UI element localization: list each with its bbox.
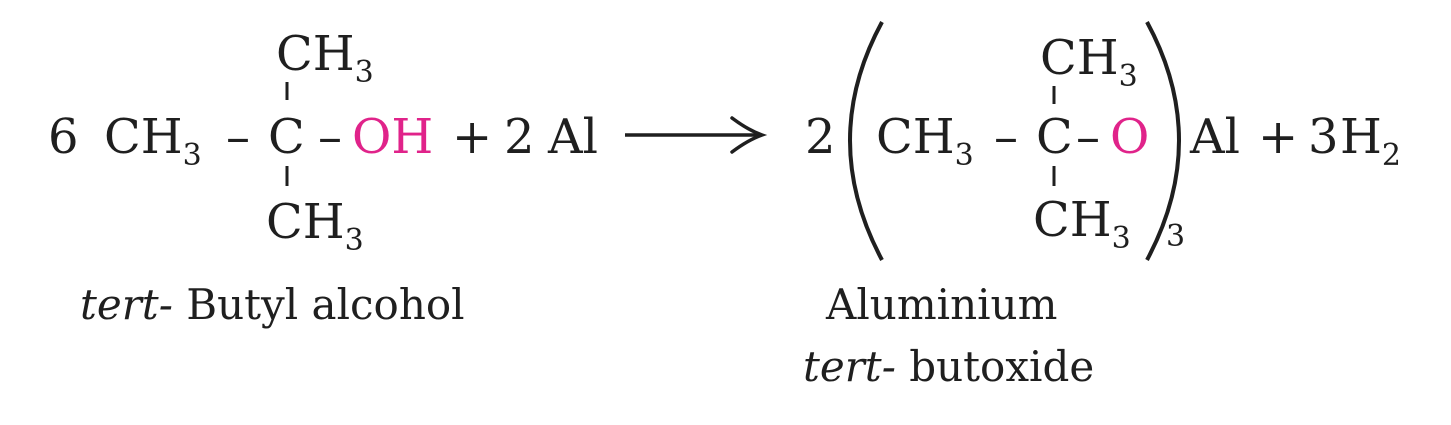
- product-left-bracket: [848, 21, 884, 261]
- reactant-coefficient: 6: [48, 109, 79, 165]
- product-top-methyl: CH3: [1040, 34, 1138, 92]
- reactant-left-methyl-text: CH: [104, 109, 183, 165]
- product-bottom-methyl: CH3: [1033, 196, 1131, 254]
- reactant-left-methyl: CH3: [104, 113, 202, 171]
- product-left-methyl-sub: 3: [954, 138, 974, 173]
- reactant-name-prefix: tert-: [80, 280, 173, 329]
- product-right-bracket: [1145, 21, 1181, 261]
- reactant-name-label: tert- Butyl alcohol: [80, 284, 465, 326]
- aluminium-product: Al: [1190, 109, 1241, 165]
- hydrogen-coefficient: 3: [1308, 109, 1339, 165]
- reactant-bottom-methyl-text: CH: [266, 194, 345, 250]
- product-name-text: butoxide: [895, 342, 1095, 391]
- plus-sign-1: +: [452, 109, 493, 165]
- reactant-bond-right: –: [318, 109, 342, 165]
- product-left-methyl: CH3: [876, 113, 974, 171]
- product-name-prefix: tert-: [803, 342, 896, 391]
- aluminium-reactant: Al: [548, 109, 599, 165]
- product-top-methyl-sub: 3: [1118, 59, 1138, 94]
- product-bracket-subscript: 3: [1166, 219, 1186, 254]
- product-left-methyl-text: CH: [876, 109, 955, 165]
- hydrogen-sub: 2: [1381, 138, 1401, 173]
- product-bond-left: –: [994, 109, 1018, 165]
- reactant-top-methyl: CH3: [276, 30, 374, 88]
- reactant-top-methyl-text: CH: [276, 26, 355, 82]
- reactant-top-methyl-sub: 3: [354, 55, 374, 90]
- product-top-methyl-text: CH: [1040, 30, 1119, 86]
- reactant-bottom-methyl-sub: 3: [344, 223, 364, 258]
- product-bond-right: –: [1076, 109, 1100, 165]
- reactant-bond-left: –: [226, 109, 250, 165]
- reaction-arrow-head: [730, 116, 768, 154]
- reactant-central-carbon: C: [268, 109, 305, 165]
- hydrogen-product: H2: [1340, 113, 1401, 171]
- product-oxygen: O: [1110, 109, 1150, 165]
- reactant-hydroxyl: OH: [352, 109, 434, 165]
- product-bottom-methyl-text: CH: [1033, 192, 1112, 248]
- hydrogen-text: H: [1340, 109, 1382, 165]
- product-name-line2: tert- butoxide: [803, 346, 1094, 388]
- reactant-name-text: Butyl alcohol: [172, 280, 465, 329]
- reactant-bottom-methyl: CH3: [266, 198, 364, 256]
- product-bottom-methyl-sub: 3: [1111, 221, 1131, 256]
- plus-sign-2: +: [1258, 109, 1299, 165]
- aluminium-coefficient: 2: [504, 109, 535, 165]
- product-name-line1: Aluminium: [826, 280, 1058, 329]
- reactant-left-methyl-sub: 3: [182, 138, 202, 173]
- product-coefficient: 2: [805, 109, 836, 165]
- product-central-carbon: C: [1036, 109, 1073, 165]
